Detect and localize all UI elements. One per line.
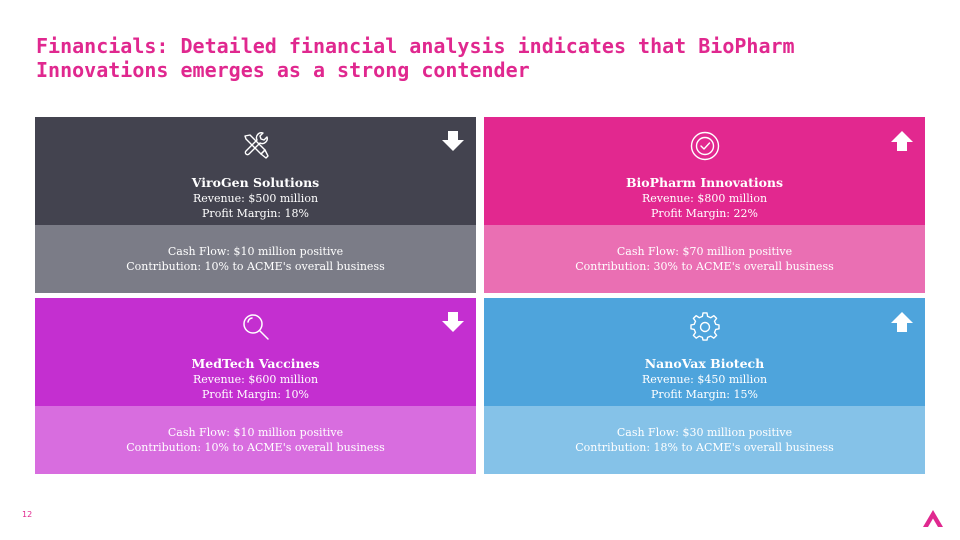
cash-flow-text: Cash Flow: $10 million positive [167,426,344,439]
slide-title: Financials: Detailed financial analysis … [36,34,795,82]
card-details-panel: Cash Flow: $70 million positive Contribu… [484,225,925,293]
card-summary-panel: NanoVax Biotech Revenue: $450 million Pr… [484,298,925,406]
card-summary-panel: MedTech Vaccines Revenue: $600 million P… [35,298,476,406]
profit-margin-text: Profit Margin: 10% [202,388,309,401]
revenue-text: Revenue: $600 million [192,373,319,386]
magnifier-icon [242,314,269,340]
arrow-up-icon [891,131,913,151]
card-summary-panel: ViroGen Solutions Revenue: $500 million … [35,117,476,225]
company-name: BioPharm Innovations [625,175,784,190]
arrow-up-icon [891,312,913,332]
gear-icon [689,312,720,341]
company-name: MedTech Vaccines [191,356,320,371]
arrow-down-icon [442,312,464,332]
profit-margin-text: Profit Margin: 15% [651,388,758,401]
revenue-text: Revenue: $450 million [641,373,768,386]
contribution-text: Contribution: 10% to ACME's overall busi… [126,441,385,454]
contribution-text: Contribution: 30% to ACME's overall busi… [575,260,834,273]
brand-logo [923,510,943,527]
badge-check-icon [690,131,719,161]
arrow-down-icon [442,131,464,151]
company-card-biopharm: BioPharm Innovations Revenue: $800 milli… [484,117,925,293]
profit-margin-text: Profit Margin: 18% [202,207,309,220]
company-card-medtech: MedTech Vaccines Revenue: $600 million P… [35,298,476,474]
contribution-text: Contribution: 18% to ACME's overall busi… [575,441,834,454]
cash-flow-text: Cash Flow: $70 million positive [616,245,793,258]
profit-margin-text: Profit Margin: 22% [651,207,758,220]
card-details-panel: Cash Flow: $30 million positive Contribu… [484,406,925,474]
revenue-text: Revenue: $800 million [641,192,768,205]
card-details-panel: Cash Flow: $10 million positive Contribu… [35,225,476,293]
company-name: ViroGen Solutions [191,175,320,190]
card-summary-panel: BioPharm Innovations Revenue: $800 milli… [484,117,925,225]
contribution-text: Contribution: 10% to ACME's overall busi… [126,260,385,273]
card-details-panel: Cash Flow: $10 million positive Contribu… [35,406,476,474]
revenue-text: Revenue: $500 million [192,192,319,205]
company-card-virogen: ViroGen Solutions Revenue: $500 million … [35,117,476,293]
page-number: 12 [22,510,33,519]
tools-icon [243,132,269,159]
cash-flow-text: Cash Flow: $10 million positive [167,245,344,258]
company-card-nanovax: NanoVax Biotech Revenue: $450 million Pr… [484,298,925,474]
company-name: NanoVax Biotech [644,356,765,371]
cash-flow-text: Cash Flow: $30 million positive [616,426,793,439]
